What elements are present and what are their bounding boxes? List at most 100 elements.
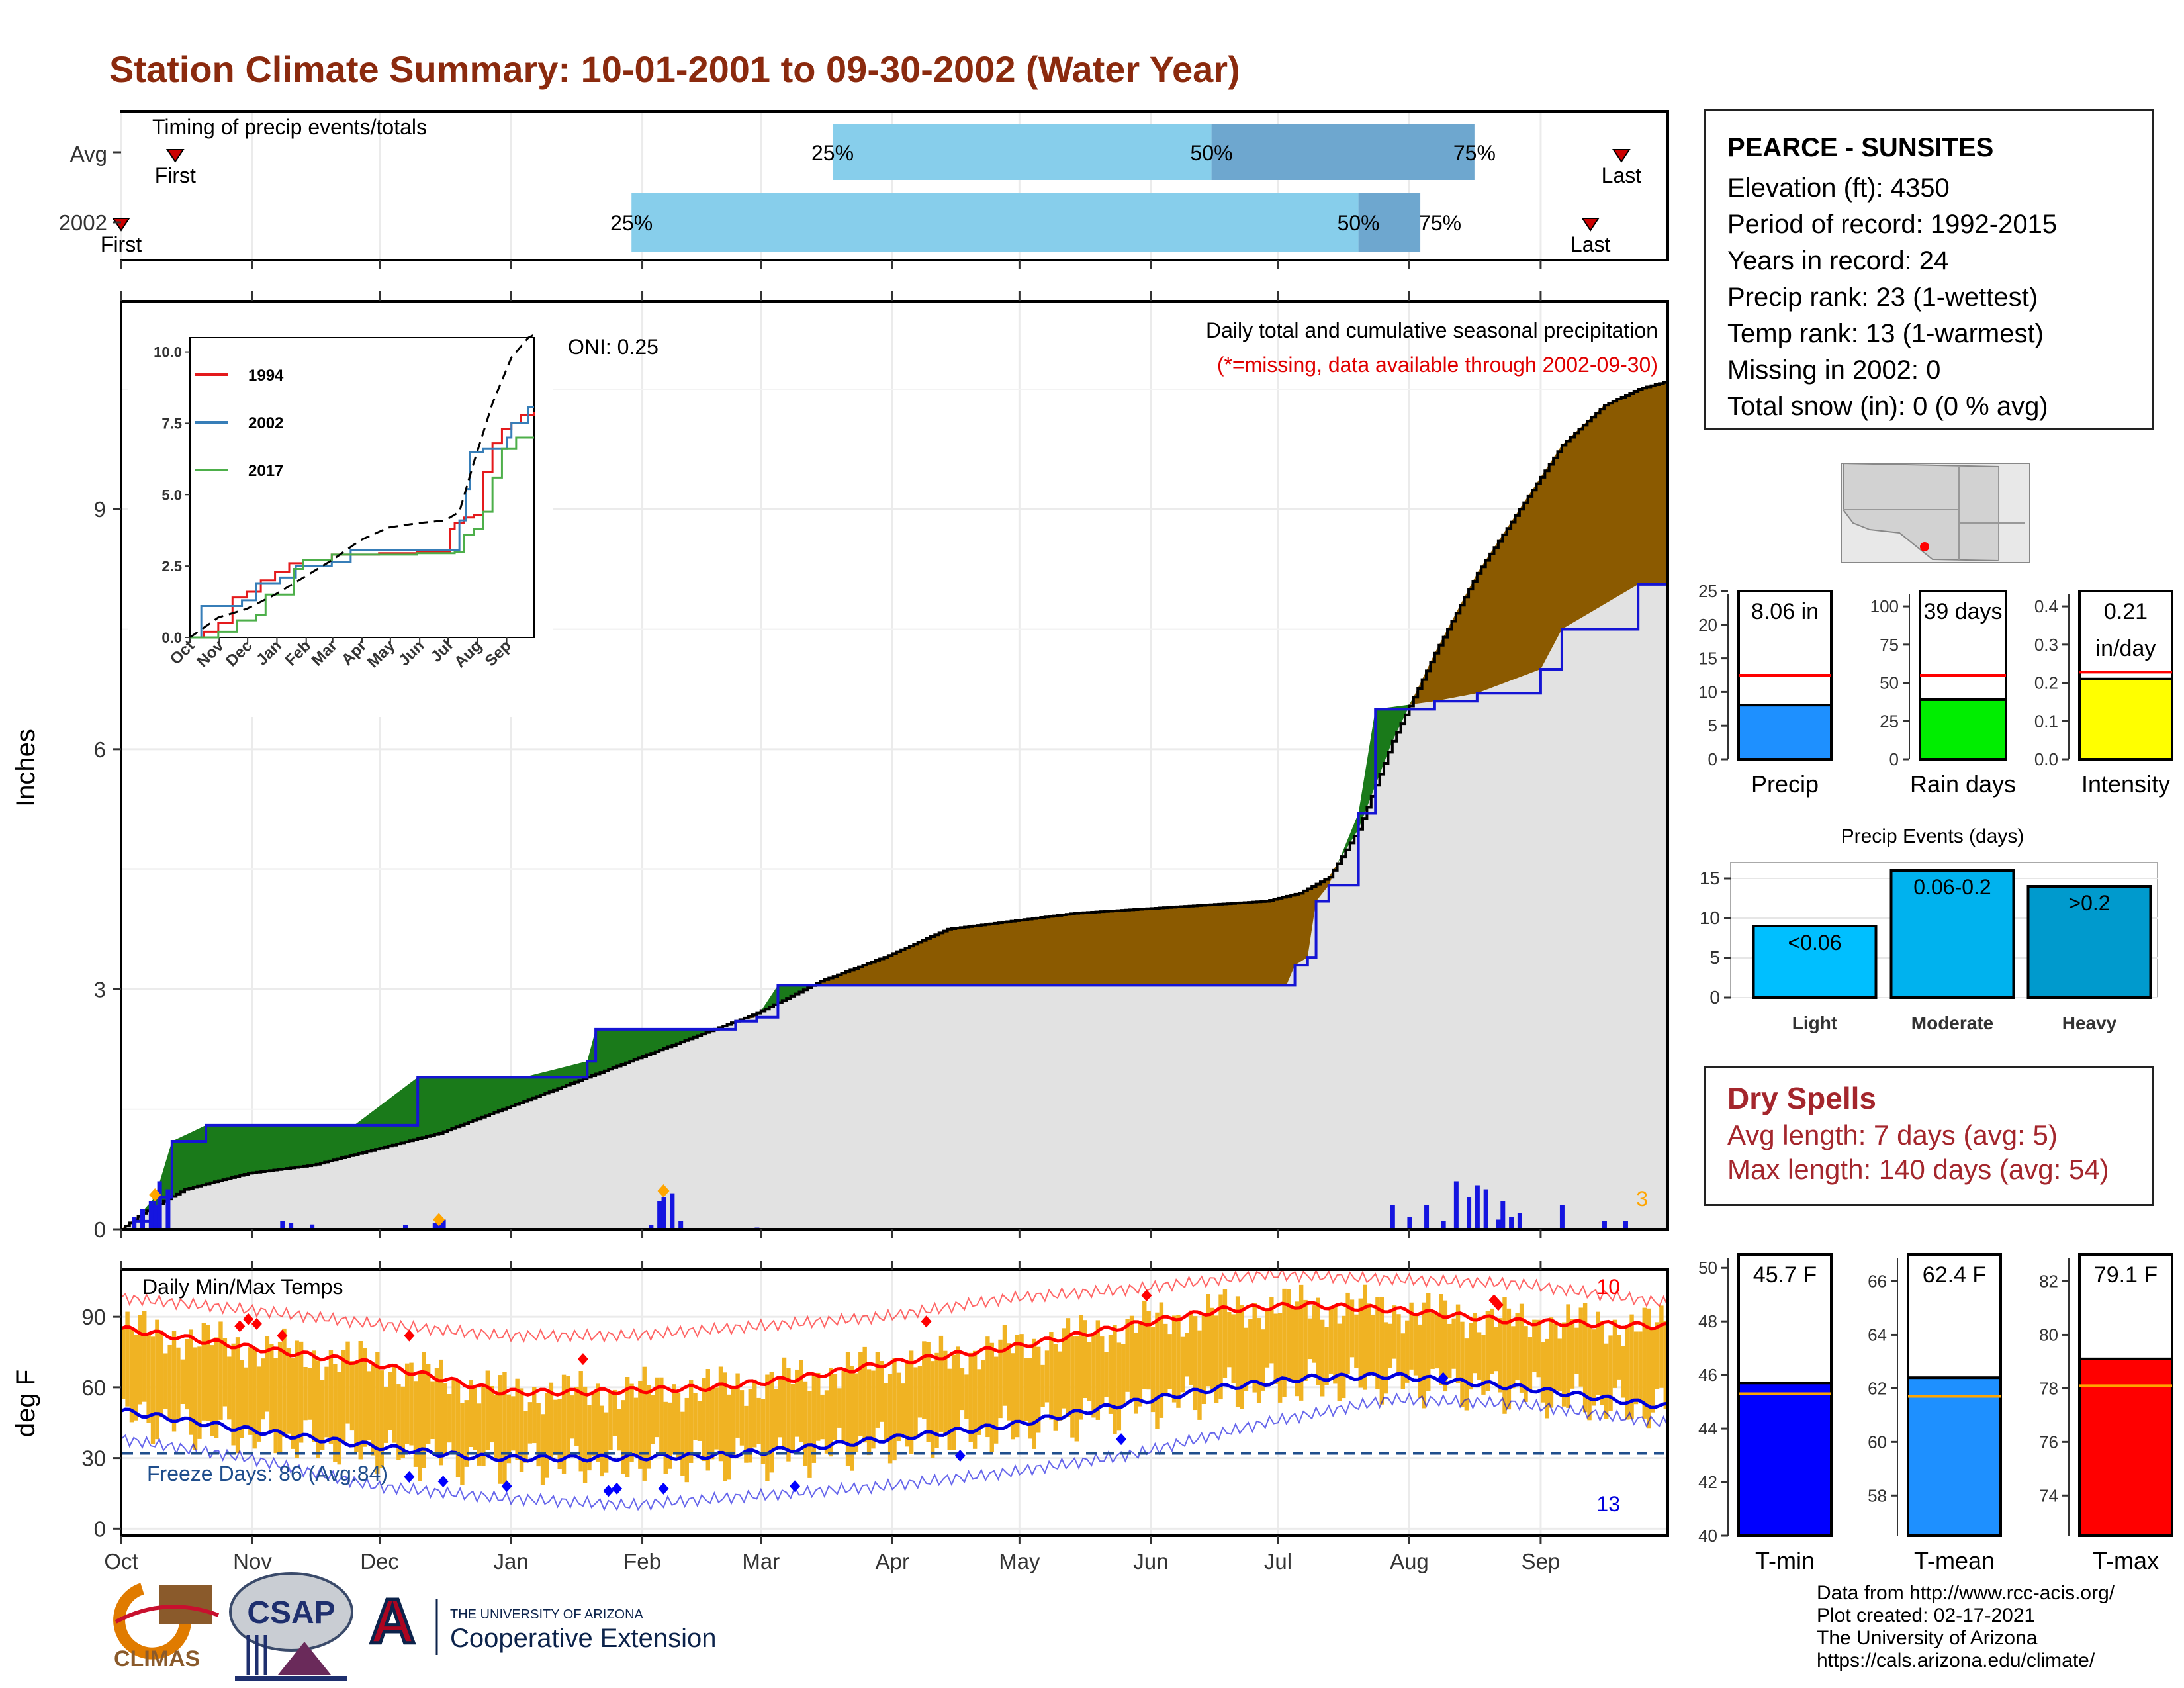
daily-temp-bar — [261, 1358, 265, 1420]
daily-temp-bar — [553, 1399, 558, 1456]
daily-temp-bar — [968, 1352, 973, 1442]
oni-value: ONI: 0.25 — [568, 335, 659, 359]
events-bar — [2026, 885, 2152, 999]
daily-temp-bar — [1473, 1313, 1477, 1374]
timing-last-label: Last — [1570, 232, 1611, 256]
daily-precip-bar — [280, 1221, 285, 1229]
precip-total-1-value-label: 39 days — [1923, 599, 2002, 624]
daily-temp-bar — [972, 1350, 978, 1449]
record-max-line — [120, 1267, 1668, 1343]
daily-temp-bar — [1400, 1333, 1406, 1389]
daily-precip-bar — [670, 1193, 675, 1229]
daily-temp-bar — [587, 1405, 592, 1471]
events-value-label: <0.06 — [1788, 931, 1842, 955]
daily-temp-bar — [1316, 1297, 1320, 1385]
precip-total-1-ytick-label: 50 — [1880, 673, 1899, 693]
daily-temp-bar — [629, 1383, 634, 1462]
daily-temp-bar — [887, 1374, 893, 1464]
inset-ytick-label: 5.0 — [161, 487, 182, 503]
daily-precip-bar — [140, 1209, 146, 1229]
precip-total-1-ytick-label: 25 — [1880, 711, 1899, 731]
daily-temp-bar — [702, 1378, 706, 1462]
daily-temp-bar — [1011, 1353, 1015, 1440]
daily-temp-bar — [1167, 1334, 1172, 1389]
daily-temp-bar — [1545, 1338, 1549, 1419]
daily-temp-bar — [1032, 1338, 1036, 1449]
normal-max-line — [120, 1300, 1668, 1397]
daily-temp-bar — [1375, 1297, 1380, 1389]
daily-temp-bar — [709, 1387, 715, 1460]
dry-spells-avg: Avg length: 7 days (avg: 5) — [1727, 1119, 2058, 1150]
precip-panel: Daily total and cumulative seasonal prec… — [11, 260, 1669, 1242]
daily-temp-bar — [1477, 1332, 1482, 1380]
daily-temp-bar — [896, 1372, 901, 1442]
csap-text: CSAP — [247, 1595, 335, 1630]
daily-temp-bar — [850, 1366, 854, 1471]
daily-temp-bar — [1392, 1305, 1397, 1359]
station-precip-rank: Precip rank: 23 (1-wettest) — [1727, 283, 2038, 312]
daily-temp-bar — [574, 1387, 579, 1446]
daily-temp-bar — [430, 1381, 435, 1439]
daily-precip-bar — [1559, 1205, 1565, 1229]
daily-temp-bar — [383, 1387, 388, 1443]
daily-temp-bar — [1049, 1332, 1054, 1420]
daily-precip-bar — [432, 1223, 437, 1229]
daily-temp-bar — [938, 1335, 944, 1432]
daily-temp-bar — [943, 1350, 948, 1435]
daily-temp-bar — [163, 1353, 168, 1409]
precip-total-2: 0.0 0.1 0.2 0.3 0.4 Intensity 0.21 in/day — [2034, 590, 2173, 798]
timing-first-marker — [165, 149, 185, 163]
daily-temp-bar — [1282, 1288, 1287, 1397]
daily-temp-bar — [1062, 1328, 1066, 1409]
daily-temp-bar — [1540, 1342, 1545, 1403]
temp-title: Daily Min/Max Temps — [142, 1275, 343, 1299]
record-high-marker — [251, 1317, 262, 1330]
temp-stat-0-ytick-label: 50 — [1698, 1258, 1717, 1278]
daily-temp-bar — [1019, 1334, 1024, 1423]
record-low-marker — [1116, 1433, 1127, 1446]
precip-total-1-ytick-label: 100 — [1870, 596, 1899, 616]
daily-temp-bar — [1053, 1344, 1058, 1431]
daily-temp-bar — [807, 1391, 812, 1478]
daily-precip-bar — [649, 1225, 654, 1229]
daily-temp-bar — [1405, 1320, 1410, 1383]
daily-temp-bar — [880, 1360, 884, 1422]
daily-temp-bar — [1494, 1327, 1498, 1372]
daily-temp-bar — [803, 1381, 808, 1466]
precip-total-0-ytick-label: 0 — [1708, 749, 1717, 769]
daily-temp-bar — [1527, 1337, 1533, 1390]
daily-temp-bar — [1138, 1322, 1143, 1407]
daily-temp-bar — [498, 1375, 503, 1484]
daily-temp-bar — [778, 1379, 782, 1438]
daily-temp-bar — [688, 1380, 694, 1463]
daily-temp-bar — [1349, 1299, 1355, 1358]
daily-temp-bar — [1536, 1319, 1541, 1378]
daily-temp-bar — [1642, 1307, 1647, 1419]
daily-temp-bar — [1066, 1318, 1071, 1417]
daily-temp-bar — [714, 1387, 719, 1450]
daily-temp-bar — [490, 1385, 494, 1443]
daily-temp-bar — [989, 1342, 994, 1452]
daily-temp-bar — [1040, 1364, 1045, 1407]
daily-temp-bar — [138, 1315, 143, 1405]
daily-temp-bar — [705, 1369, 710, 1471]
daily-temp-bar — [1519, 1303, 1524, 1393]
timing-p50-label: 50% — [1191, 141, 1233, 165]
timing-last-marker — [1581, 218, 1600, 232]
climas-text: CLIMAS — [114, 1646, 200, 1671]
page-title: Station Climate Summary: 10-01-2001 to 0… — [109, 48, 1240, 90]
daily-temp-bar — [922, 1341, 927, 1419]
precip-total-0-label: Precip — [1751, 771, 1819, 798]
daily-precip-bar — [1407, 1217, 1412, 1229]
daily-temp-bar — [829, 1368, 833, 1457]
daily-temp-bar — [1557, 1338, 1562, 1392]
daily-temp-bar — [1574, 1327, 1579, 1374]
daily-record-marker — [657, 1184, 670, 1197]
daily-temp-bar — [760, 1399, 766, 1464]
daily-temp-bar — [1197, 1330, 1202, 1420]
inset-series-Avg — [189, 334, 535, 639]
daily-temp-bar — [1210, 1307, 1214, 1390]
month-label: Feb — [623, 1549, 661, 1573]
daily-temp-bar — [1044, 1350, 1050, 1403]
daily-temp-bar — [591, 1391, 596, 1456]
